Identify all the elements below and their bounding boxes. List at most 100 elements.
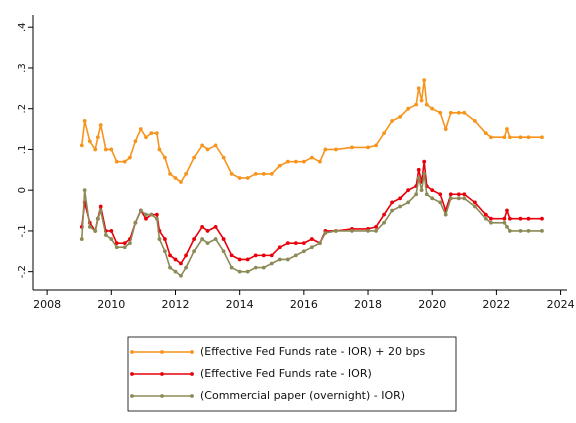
- series-marker: [93, 229, 98, 233]
- series-marker: [154, 216, 159, 221]
- series-marker: [430, 106, 435, 111]
- y-tick-label: -.2: [17, 265, 28, 278]
- series-marker: [502, 220, 507, 225]
- series-marker: [184, 265, 188, 270]
- series-marker: [109, 229, 114, 233]
- series-marker: [456, 110, 461, 115]
- series-marker: [173, 269, 178, 274]
- series-marker: [277, 257, 282, 262]
- series-marker: [323, 147, 328, 152]
- series-marker: [416, 167, 421, 172]
- series-marker: [323, 231, 328, 235]
- series-marker: [483, 131, 488, 136]
- series-marker: [237, 176, 242, 180]
- series-marker: [229, 265, 234, 270]
- series-marker: [221, 249, 226, 254]
- series-marker: [483, 212, 488, 217]
- series-marker: [179, 273, 183, 278]
- series-marker: [540, 229, 544, 233]
- series-marker: [162, 249, 167, 254]
- legend-label: (Effective Fed Funds rate - IOR) + 20 bp…: [200, 345, 425, 358]
- series-marker: [237, 269, 242, 274]
- series-marker: [179, 180, 183, 184]
- series-marker: [472, 119, 477, 123]
- series-marker: [374, 224, 378, 229]
- series-marker: [416, 176, 421, 180]
- legend-marker: [130, 394, 134, 398]
- series-marker: [157, 237, 162, 241]
- series-marker: [301, 241, 306, 246]
- series-marker: [382, 131, 386, 136]
- x-tick-label: 2012: [161, 298, 189, 311]
- series-marker: [95, 216, 100, 221]
- series-marker: [221, 155, 226, 160]
- series-marker: [382, 220, 386, 225]
- series-marker: [462, 110, 467, 115]
- series-marker: [184, 171, 188, 176]
- legend-marker: [190, 350, 194, 354]
- series-marker: [540, 135, 544, 140]
- series-marker: [406, 200, 411, 205]
- series-marker: [229, 253, 234, 258]
- x-tick-label: 2022: [482, 298, 510, 311]
- legend-label: (Effective Fed Funds rate - IOR): [200, 367, 372, 380]
- series-marker: [462, 192, 467, 197]
- legend-marker: [190, 372, 194, 376]
- series-marker: [430, 188, 435, 193]
- series-marker: [173, 176, 178, 180]
- series-marker: [200, 224, 205, 229]
- series-marker: [526, 229, 531, 233]
- y-tick-label: .4: [17, 22, 28, 32]
- series-marker: [87, 224, 92, 229]
- series-marker: [424, 192, 429, 197]
- series-marker: [507, 229, 512, 233]
- series-marker: [162, 237, 167, 241]
- legend-marker: [190, 394, 194, 398]
- series-marker: [398, 196, 403, 201]
- series-marker: [168, 171, 172, 176]
- series-marker: [505, 127, 509, 131]
- series-marker: [448, 110, 453, 115]
- series-marker: [269, 253, 274, 258]
- series-marker: [200, 143, 205, 148]
- series-marker: [114, 241, 119, 246]
- series-marker: [390, 208, 395, 213]
- series-marker: [98, 123, 103, 127]
- series-marker: [162, 155, 167, 160]
- series-line: [80, 173, 542, 277]
- series-marker: [505, 208, 509, 213]
- series-marker: [334, 147, 338, 152]
- series-marker: [277, 163, 282, 168]
- legend-marker: [160, 372, 164, 376]
- series-marker: [414, 102, 419, 107]
- series-marker: [505, 224, 509, 229]
- series-marker: [390, 119, 395, 123]
- series-marker: [438, 110, 443, 115]
- series-marker: [213, 224, 218, 229]
- series-marker: [309, 155, 314, 160]
- series-marker: [221, 237, 226, 241]
- series-marker: [518, 229, 523, 233]
- series-marker: [390, 200, 395, 205]
- series-marker: [443, 212, 448, 217]
- series-marker: [422, 78, 427, 83]
- series-marker: [277, 245, 282, 250]
- series-marker: [448, 196, 453, 201]
- series-marker: [374, 143, 378, 148]
- series-marker: [438, 200, 443, 205]
- series-marker: [144, 216, 148, 221]
- series-marker: [317, 159, 322, 164]
- legend-marker: [160, 394, 164, 398]
- series-marker: [419, 188, 424, 193]
- series-marker: [98, 204, 103, 209]
- series-marker: [285, 257, 290, 262]
- series-marker: [285, 159, 290, 164]
- series-marker: [489, 220, 493, 225]
- y-tick-label: .1: [17, 145, 28, 155]
- series-marker: [245, 269, 250, 274]
- series-marker: [93, 147, 98, 152]
- series-marker: [179, 261, 183, 266]
- legend-marker: [130, 372, 134, 376]
- series-marker: [229, 171, 234, 176]
- series-marker: [122, 159, 127, 164]
